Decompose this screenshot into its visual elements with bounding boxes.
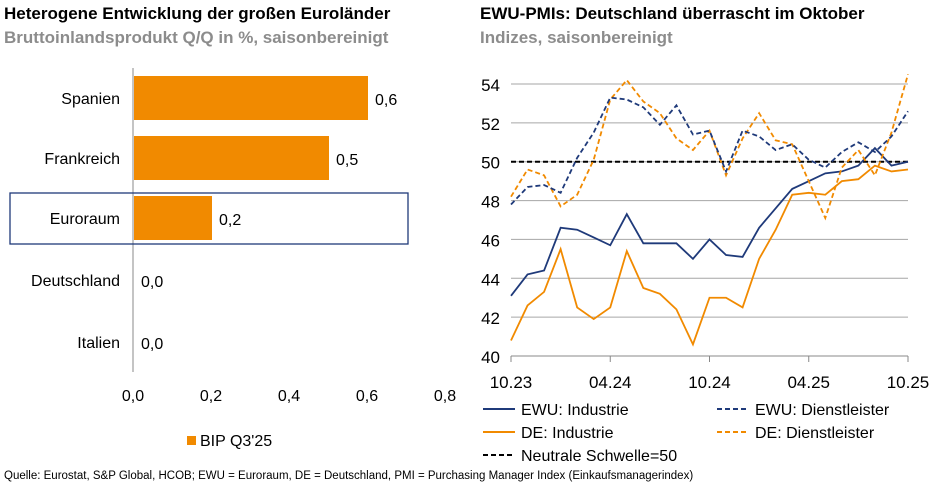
bar <box>134 196 212 240</box>
x-tick-label: 0,8 <box>434 388 456 405</box>
category-label: Frankreich <box>44 151 120 168</box>
y-tick-label: 54 <box>481 76 500 95</box>
source-note: Quelle: Eurostat, S&P Global, HCOB; EWU … <box>4 470 694 482</box>
x-tick-label: 10.24 <box>688 373 731 392</box>
y-tick-label: 52 <box>481 115 500 134</box>
bar-value-label: 0,0 <box>141 274 163 291</box>
category-label: Spanien <box>61 91 120 108</box>
x-tick-label: 0,4 <box>278 388 300 405</box>
series-line <box>510 164 909 347</box>
category-label: Deutschland <box>31 273 120 290</box>
y-tick-label: 46 <box>481 231 500 250</box>
x-tick-label: 0,0 <box>122 388 144 405</box>
legend-label: EWU: Industrie <box>521 402 629 419</box>
line-chart-title: EWU-PMIs: Deutschland überrascht im Okto… <box>480 4 865 23</box>
category-label: Italien <box>77 335 120 352</box>
x-tick-label: 10.25 <box>887 373 930 392</box>
legend-label: DE: Industrie <box>521 425 614 442</box>
x-tick-label: 0,6 <box>356 388 378 405</box>
y-tick-label: 50 <box>481 154 500 173</box>
series-line <box>510 74 909 221</box>
x-tick-label: 10.23 <box>490 373 533 392</box>
bar-chart-subtitle: Bruttoinlandsprodukt Q/Q in %, saisonber… <box>4 28 389 47</box>
bar <box>134 76 368 120</box>
legend-label: DE: Dienstleister <box>755 425 875 442</box>
legend-swatch <box>187 436 196 445</box>
y-tick-label: 42 <box>481 309 500 328</box>
bar-chart-title: Heterogene Entwicklung der großen Eurolä… <box>4 4 391 23</box>
highlight-box <box>9 192 409 245</box>
bar <box>134 136 329 180</box>
y-tick-label: 44 <box>481 270 500 289</box>
legend-label: Neutrale Schwelle=50 <box>521 448 677 465</box>
series-line <box>510 96 909 206</box>
bar-value-label: 0,2 <box>219 212 241 229</box>
x-tick-label: 0,2 <box>200 388 222 405</box>
x-tick-label: 04.24 <box>589 373 632 392</box>
category-label: Euroraum <box>50 211 120 228</box>
y-tick-label: 40 <box>481 348 500 367</box>
bar-value-label: 0,0 <box>141 336 163 353</box>
series-line <box>510 146 909 297</box>
legend-label: EWU: Dienstleister <box>755 402 890 419</box>
bar-value-label: 0,5 <box>336 152 358 169</box>
x-tick-label: 04.25 <box>787 373 830 392</box>
legend-label: BIP Q3'25 <box>200 433 272 450</box>
line-chart-subtitle: Indizes, saisonbereinigt <box>480 28 673 47</box>
y-tick-label: 48 <box>481 193 500 212</box>
bar-value-label: 0,6 <box>375 92 397 109</box>
